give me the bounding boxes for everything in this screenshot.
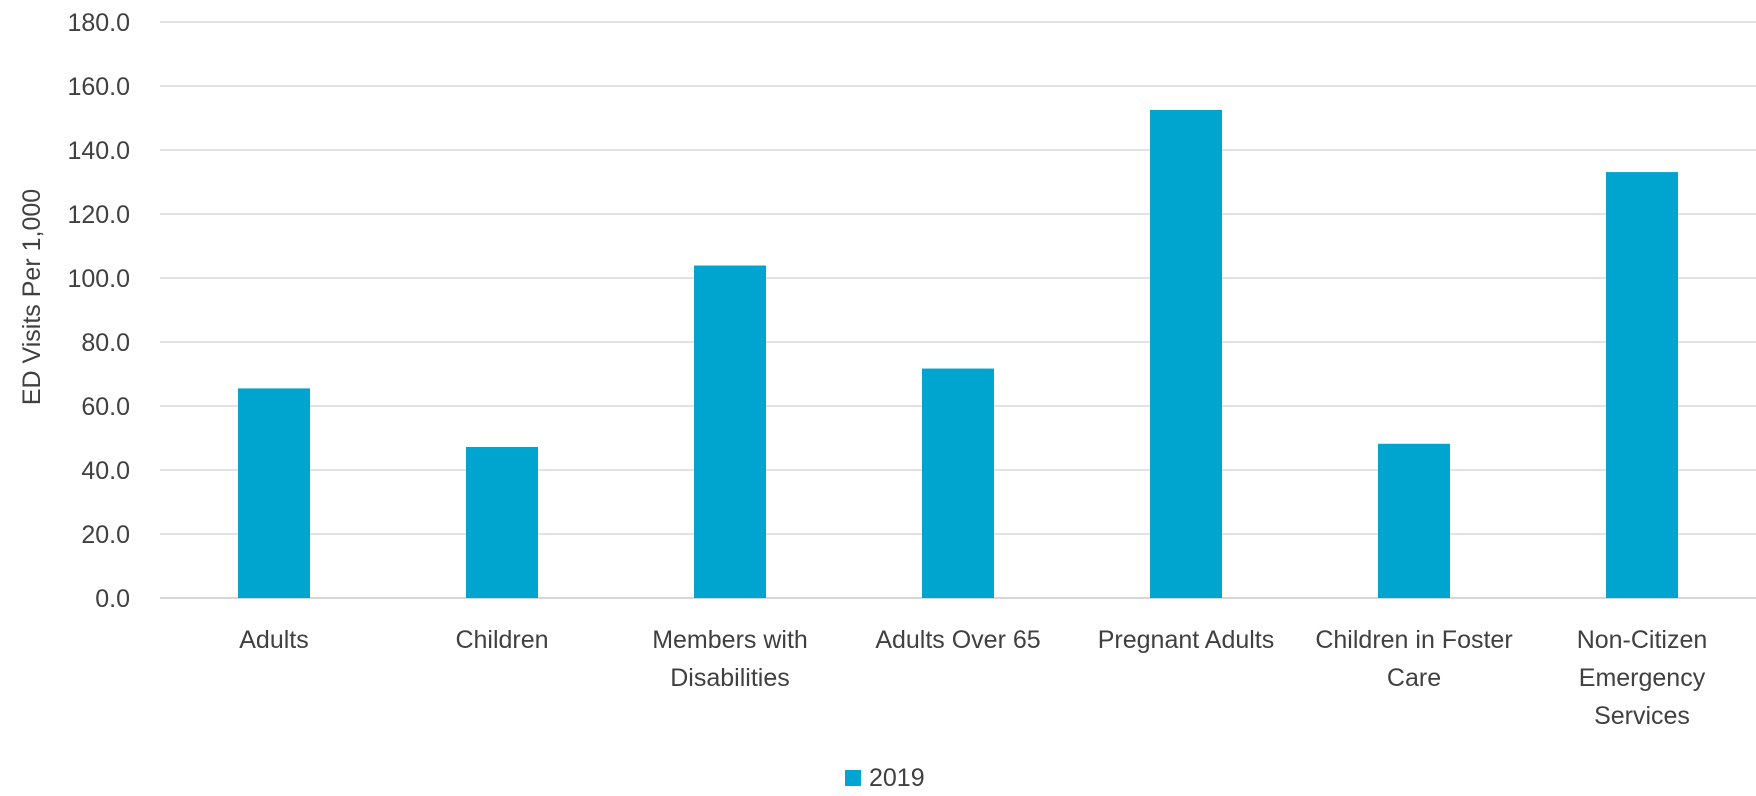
x-tick-label: Non-Citizen — [1577, 626, 1708, 654]
x-tick-label: Services — [1594, 702, 1690, 730]
bar — [1150, 110, 1222, 598]
y-tick-label: 20.0 — [81, 521, 130, 549]
bar — [1606, 172, 1678, 598]
y-tick-label: 0.0 — [95, 585, 130, 613]
y-tick-label: 60.0 — [81, 393, 130, 421]
y-tick-label: 100.0 — [67, 265, 130, 293]
x-tick-label: Emergency — [1579, 664, 1706, 692]
legend-swatch — [845, 770, 861, 786]
bars — [238, 110, 1678, 598]
y-tick-label: 180.0 — [67, 9, 130, 37]
bar — [238, 388, 310, 598]
bar — [466, 446, 538, 598]
x-tick-label: Adults Over 65 — [875, 626, 1040, 654]
y-tick-label: 80.0 — [81, 329, 130, 357]
x-tick-label: Pregnant Adults — [1098, 626, 1275, 654]
x-tick-label: Disabilities — [670, 664, 789, 692]
y-tick-label: 140.0 — [67, 137, 130, 165]
bar — [1378, 443, 1450, 598]
legend-label: 2019 — [869, 764, 925, 791]
gridlines — [160, 21, 1756, 599]
bar — [922, 368, 994, 598]
y-tick-label: 160.0 — [67, 73, 130, 101]
x-tick-label: Care — [1387, 664, 1441, 692]
y-axis-title: ED Visits Per 1,000 — [18, 189, 46, 405]
bar — [694, 265, 766, 598]
x-tick-label: Members with — [652, 626, 808, 654]
x-axis-ticks: Adults Children Members with Disabilities Ad… — [239, 626, 1707, 730]
x-tick-label: Children in Foster — [1315, 626, 1512, 654]
x-tick-label: Children — [455, 626, 548, 654]
y-tick-label: 40.0 — [81, 457, 130, 485]
x-tick-label: Adults — [239, 626, 308, 654]
legend: 2019 — [845, 764, 925, 792]
y-axis-ticks: 0.0 20.0 40.0 60.0 80.0 100.0 120.0 140.0 160.0 1… — [67, 9, 130, 613]
y-tick-label: 120.0 — [67, 201, 130, 229]
